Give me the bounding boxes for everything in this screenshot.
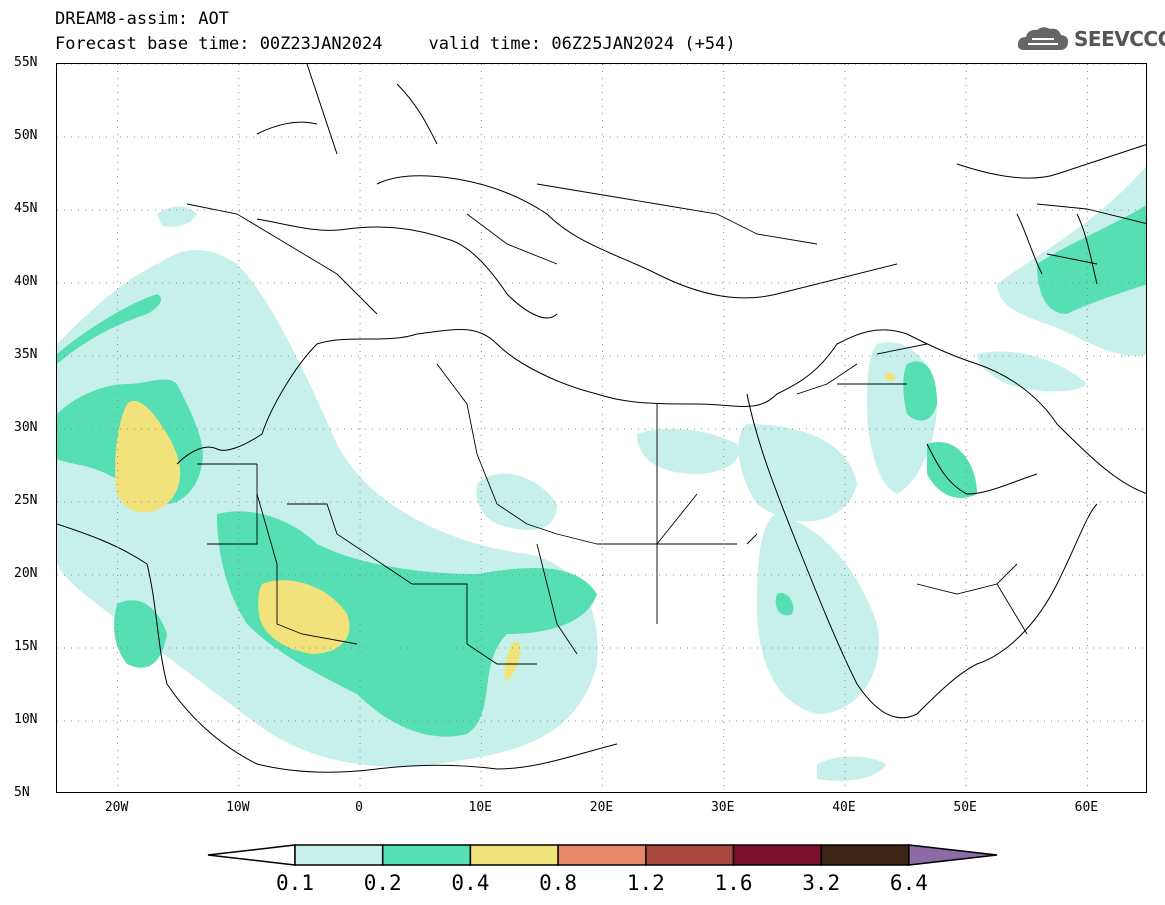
longitude-label: 10E (468, 800, 492, 815)
colorbar-level-label: 0.4 (451, 871, 490, 895)
colorbar-swatch (645, 844, 735, 866)
colorbar-over-triangle (908, 844, 998, 866)
colorbar-swatch (381, 844, 472, 866)
longitude-label: 50E (953, 800, 977, 815)
country-borders (186, 183, 1146, 665)
map-panel (56, 63, 1147, 793)
longitude-label: 10W (226, 800, 250, 815)
latitude-label: 15N (14, 639, 38, 654)
aot-0.1-0.2-contours (57, 166, 1146, 781)
colorbar-swatch (469, 844, 559, 866)
logo-text: SEEVCCC (1074, 27, 1165, 51)
colorbar (207, 844, 998, 866)
latitude-label: 40N (14, 274, 38, 289)
base-time: Forecast base time: 00Z23JAN2024 (55, 34, 383, 54)
chart-title: DREAM8-assim: AOT (55, 9, 229, 29)
latitude-label: 20N (14, 566, 38, 581)
latitude-label: 55N (14, 55, 38, 70)
longitude-label: 60E (1074, 800, 1099, 815)
latitude-label: 30N (14, 420, 38, 435)
colorbar-level-label: 0.1 (276, 871, 314, 895)
colorbar-under-triangle (207, 844, 296, 866)
latitude-label: 5N (14, 785, 30, 800)
latitude-label: 50N (14, 128, 38, 143)
aot-0.4-0.8-contours (115, 372, 896, 680)
latitude-label: 35N (14, 347, 38, 362)
colorbar-level-label: 6.4 (889, 871, 928, 895)
seevccc-logo: SEEVCCC (1016, 24, 1165, 54)
latitude-label: 10N (14, 712, 38, 727)
longitude-label: 0 (355, 800, 363, 815)
time-info: Forecast base time: 00Z23JAN2024 valid ti… (55, 34, 736, 54)
colorbar-swatch (732, 844, 822, 866)
longitude-label: 30E (710, 800, 735, 815)
colorbar-level-label: 0.8 (539, 871, 578, 895)
longitude-label: 20E (589, 800, 614, 815)
cloud-icon (1017, 27, 1069, 50)
longitude-label: 40E (832, 800, 856, 815)
latitude-label: 25N (14, 493, 38, 508)
coastlines (57, 64, 1146, 773)
colorbar-level-label: 3.2 (802, 871, 841, 895)
aot-map (57, 64, 1146, 792)
valid-time: valid time: 06Z25JAN2024 (+54) (428, 34, 736, 54)
longitude-label: 20W (104, 800, 129, 815)
colorbar-level-label: 1.6 (714, 871, 753, 895)
latitude-label: 45N (14, 201, 38, 216)
colorbar-swatch (820, 844, 910, 866)
colorbar-swatch (557, 844, 647, 866)
colorbar-swatch (294, 844, 384, 866)
colorbar-level-label: 0.2 (363, 871, 402, 895)
graticule (57, 64, 1146, 792)
colorbar-level-label: 1.2 (626, 871, 665, 895)
